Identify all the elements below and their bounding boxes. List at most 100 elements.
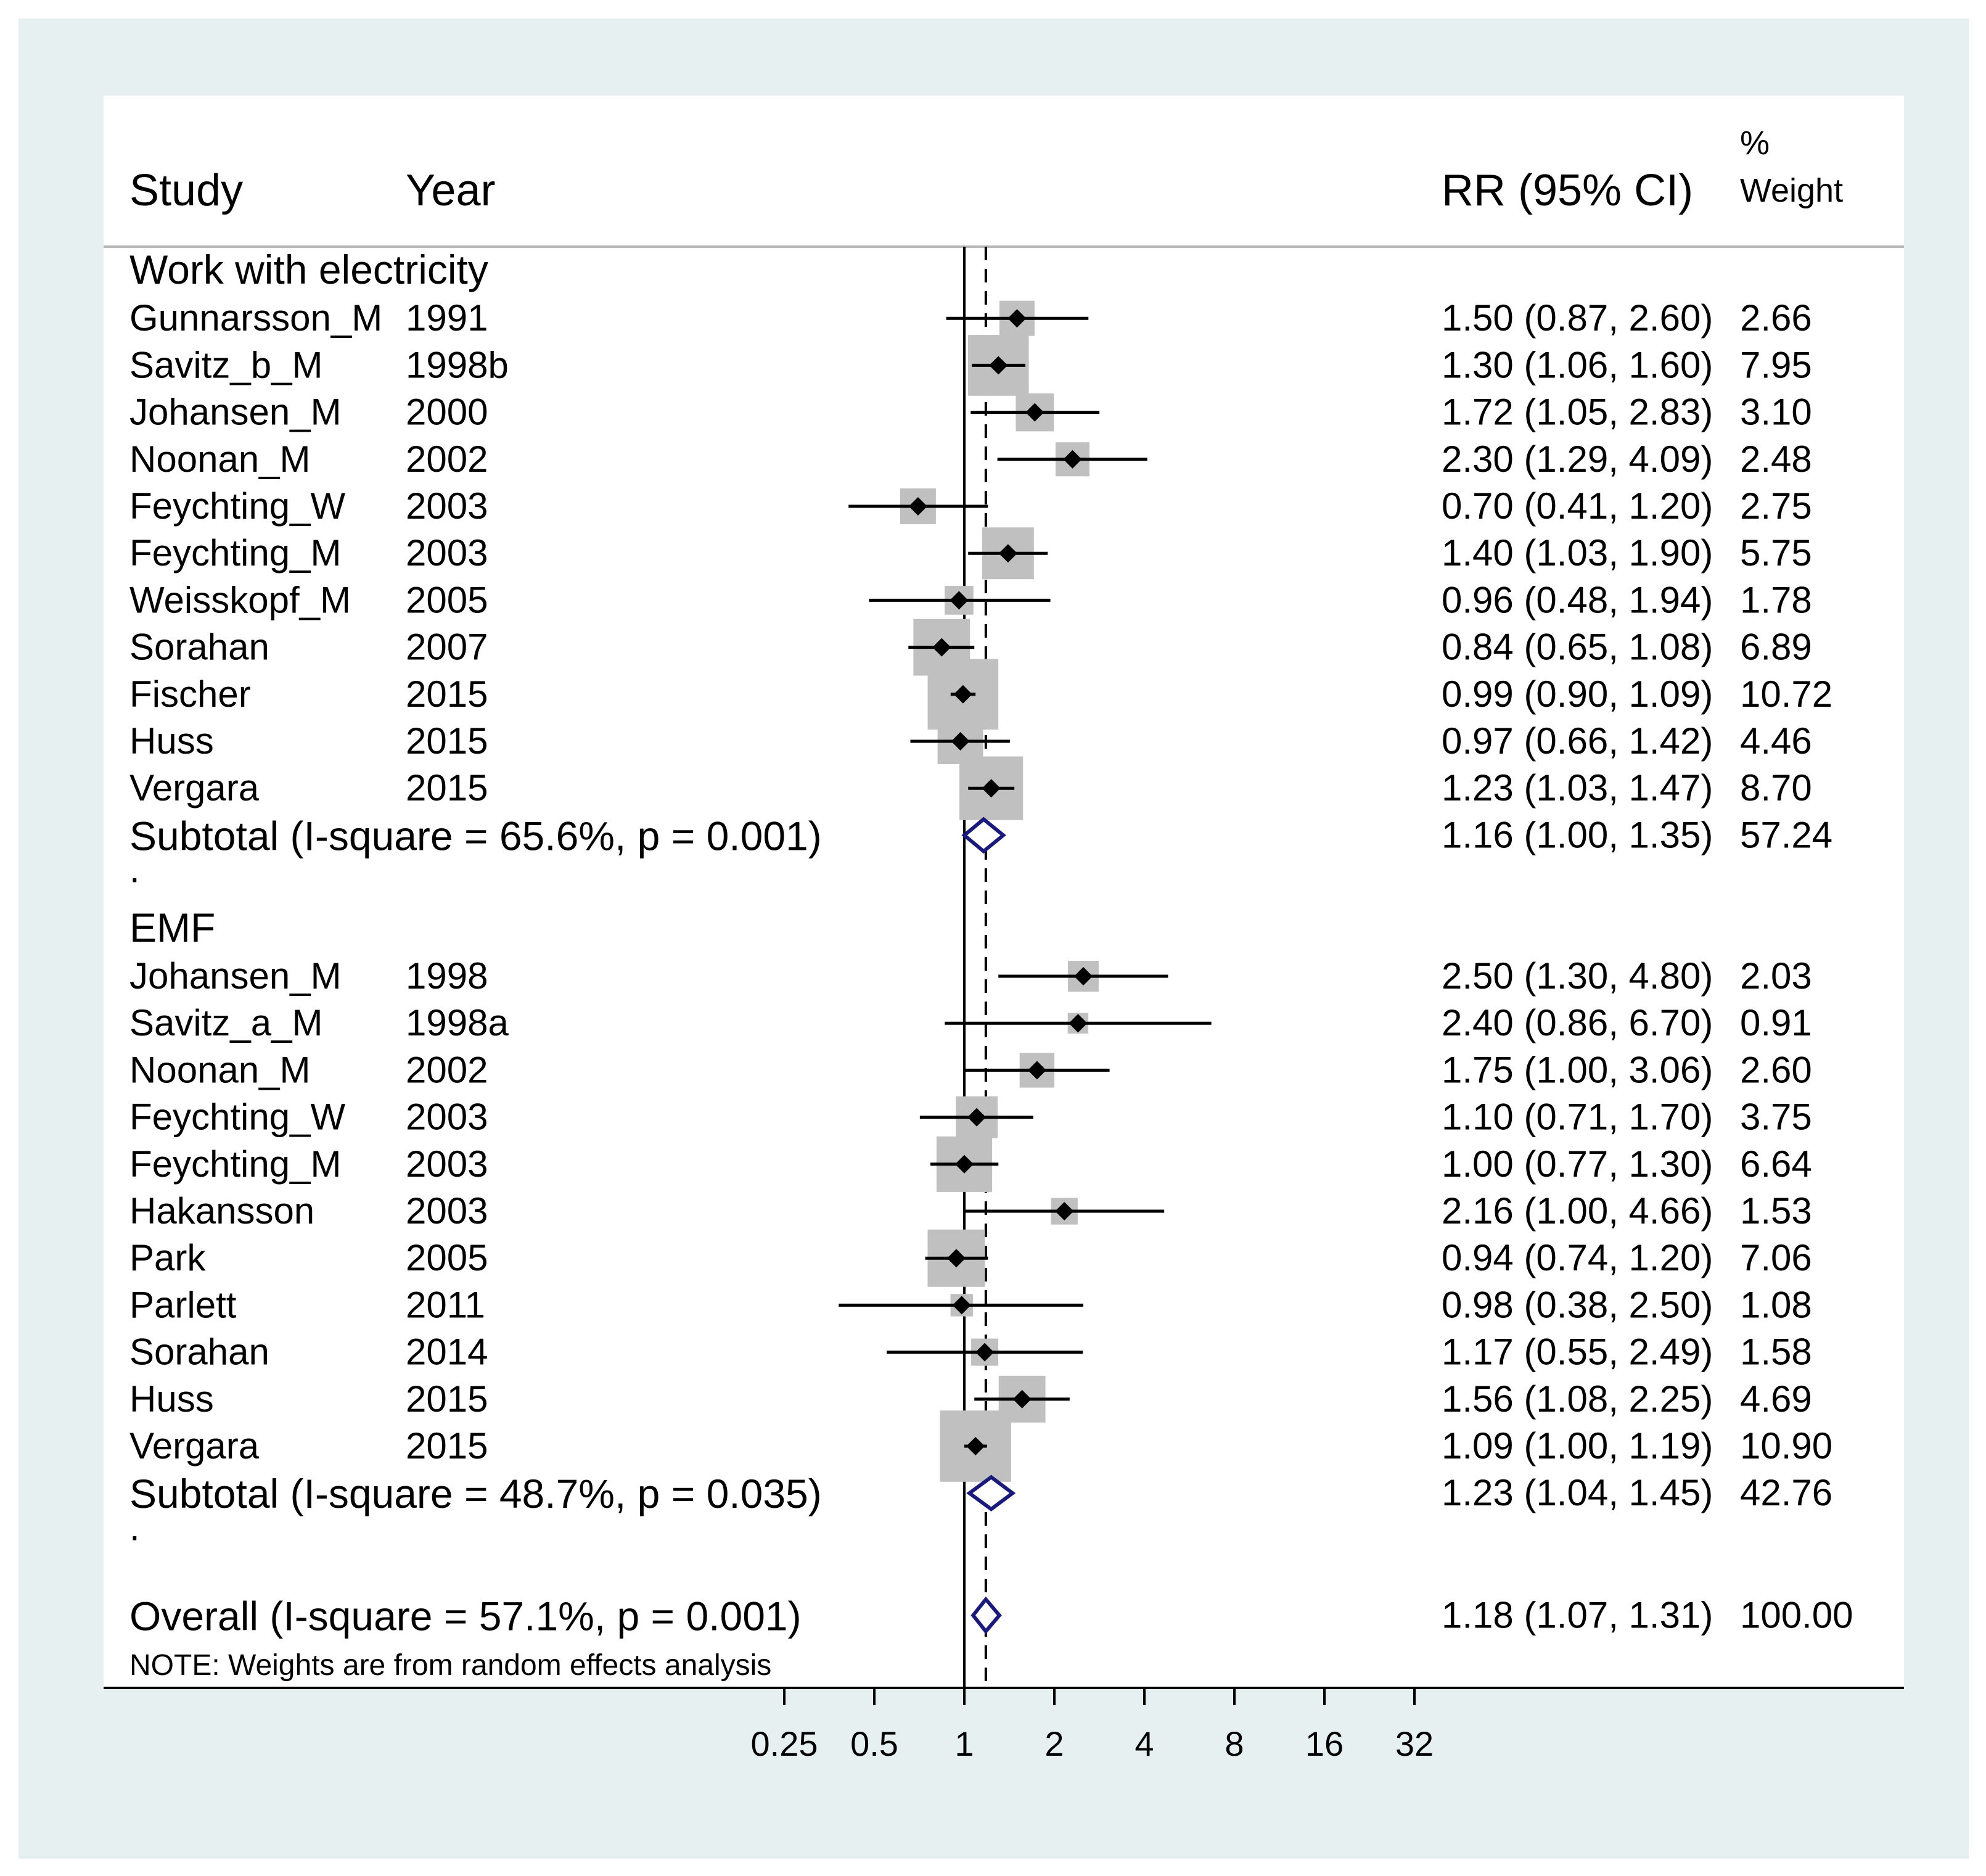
point-estimate-marker <box>998 544 1017 563</box>
point-estimate-marker <box>1027 1061 1046 1080</box>
study-effect-ci: 0.98 (0.38, 2.50) <box>1442 1284 1713 1325</box>
x-tick-label: 8 <box>1225 1724 1244 1763</box>
group-header: EMF <box>129 905 215 950</box>
study-year: 1991 <box>406 297 488 339</box>
study-year: 2015 <box>406 767 488 808</box>
study-weight: 2.66 <box>1740 297 1812 339</box>
study-effect-ci: 2.16 (1.00, 4.66) <box>1442 1190 1713 1232</box>
study-weight: 2.03 <box>1740 955 1812 997</box>
study-name: Weisskopf_M <box>129 579 351 620</box>
spacer-dot: . <box>129 849 140 891</box>
overall-label: Overall (I-square = 57.1%, p = 0.001) <box>129 1593 802 1639</box>
study-weight: 2.48 <box>1740 438 1812 480</box>
study-effect-ci: 0.84 (0.65, 1.08) <box>1442 627 1713 668</box>
study-effect-ci: 0.99 (0.90, 1.09) <box>1442 673 1713 715</box>
study-name: Savitz_a_M <box>129 1002 322 1043</box>
study-weight: 2.75 <box>1740 485 1812 527</box>
study-weight: 6.64 <box>1740 1143 1812 1185</box>
study-name: Park <box>129 1237 206 1278</box>
study-weight: 0.91 <box>1740 1002 1812 1043</box>
forest-rows: Work with electricity Gunnarsson_M 1991 1.5… <box>129 247 1853 1639</box>
study-name: Vergara <box>129 767 260 808</box>
subtotal-weight: 57.24 <box>1740 814 1832 855</box>
study-weight: 2.60 <box>1740 1049 1812 1090</box>
point-estimate-marker <box>1069 1014 1088 1033</box>
overall-diamond <box>970 1596 1002 1635</box>
study-weight: 7.06 <box>1740 1237 1812 1278</box>
study-name: Feychting_W <box>129 485 345 527</box>
header-year: Year <box>406 166 495 215</box>
point-estimate-marker <box>1025 403 1044 422</box>
spacer-dot: . <box>129 1507 140 1548</box>
study-name: Noonan_M <box>129 1049 311 1090</box>
point-estimate-marker <box>1074 967 1093 985</box>
point-estimate-marker <box>908 497 927 516</box>
study-effect-ci: 2.30 (1.29, 4.09) <box>1442 438 1713 480</box>
study-year: 2002 <box>406 1049 488 1090</box>
study-weight: 5.75 <box>1740 532 1812 574</box>
point-estimate-marker <box>967 1108 987 1127</box>
point-estimate-marker <box>966 1437 985 1455</box>
study-weight: 1.78 <box>1740 579 1812 620</box>
point-estimate-marker <box>950 591 969 610</box>
subtotal-diamond <box>966 1475 1016 1512</box>
header-effect: RR (95% CI) <box>1442 166 1693 215</box>
x-tick-label: 1 <box>954 1724 974 1763</box>
study-name: Johansen_M <box>129 955 342 997</box>
study-weight: 1.58 <box>1740 1331 1812 1373</box>
subtotal-effect-ci: 1.23 (1.04, 1.45) <box>1442 1472 1713 1513</box>
study-weight: 1.08 <box>1740 1284 1812 1325</box>
header-weight-label: Weight <box>1740 172 1843 209</box>
study-name: Feychting_M <box>129 532 341 574</box>
study-name: Feychting_M <box>129 1143 341 1185</box>
study-name: Hakansson <box>129 1190 314 1232</box>
point-estimate-marker <box>989 356 1008 375</box>
study-weight: 10.72 <box>1740 673 1832 715</box>
overall-effect-ci: 1.18 (1.07, 1.31) <box>1442 1594 1713 1635</box>
study-name: Sorahan <box>129 1331 269 1373</box>
study-weight: 3.10 <box>1740 392 1812 433</box>
study-name: Fischer <box>129 673 251 715</box>
study-weight: 7.95 <box>1740 344 1812 385</box>
study-year: 2015 <box>406 1378 488 1420</box>
study-year: 1998b <box>406 344 509 385</box>
point-estimate-marker <box>1055 1202 1074 1220</box>
study-weight: 10.90 <box>1740 1425 1832 1467</box>
overall-weight: 100.00 <box>1740 1594 1853 1635</box>
study-name: Huss <box>129 720 214 762</box>
subtotal-weight: 42.76 <box>1740 1472 1832 1513</box>
point-estimate-marker <box>1063 450 1082 469</box>
study-effect-ci: 1.50 (0.87, 2.60) <box>1442 297 1713 339</box>
header-weight-percent: % <box>1740 125 1770 162</box>
study-year: 2000 <box>406 392 488 433</box>
study-weight: 8.70 <box>1740 767 1812 808</box>
study-effect-ci: 0.97 (0.66, 1.42) <box>1442 720 1713 762</box>
study-effect-ci: 0.96 (0.48, 1.94) <box>1442 579 1713 620</box>
study-name: Gunnarsson_M <box>129 297 382 339</box>
study-effect-ci: 1.40 (1.03, 1.90) <box>1442 532 1713 574</box>
x-tick-label: 16 <box>1305 1724 1344 1763</box>
study-effect-ci: 0.94 (0.74, 1.20) <box>1442 1237 1713 1278</box>
study-year: 1998 <box>406 955 488 997</box>
point-estimate-marker <box>951 732 970 751</box>
x-tick-label: 2 <box>1044 1724 1064 1763</box>
study-name: Sorahan <box>129 627 269 668</box>
subtotal-label: Subtotal (I-square = 48.7%, p = 0.035) <box>129 1471 822 1516</box>
study-year: 2002 <box>406 438 488 480</box>
study-effect-ci: 1.10 (0.71, 1.70) <box>1442 1096 1713 1138</box>
study-effect-ci: 1.23 (1.03, 1.47) <box>1442 767 1713 808</box>
point-estimate-marker <box>982 779 1001 798</box>
group-header: Work with electricity <box>129 247 488 292</box>
study-effect-ci: 2.40 (0.86, 6.70) <box>1442 1002 1713 1043</box>
study-name: Huss <box>129 1378 214 1420</box>
point-estimate-marker <box>975 1343 995 1362</box>
study-year: 2003 <box>406 1190 488 1232</box>
subtotal-label: Subtotal (I-square = 65.6%, p = 0.001) <box>129 813 822 858</box>
study-year: 2007 <box>406 627 488 668</box>
x-tick-label: 4 <box>1135 1724 1154 1763</box>
point-estimate-marker <box>953 685 972 704</box>
study-effect-ci: 1.56 (1.08, 2.25) <box>1442 1378 1713 1420</box>
x-tick-label: 32 <box>1395 1724 1434 1763</box>
